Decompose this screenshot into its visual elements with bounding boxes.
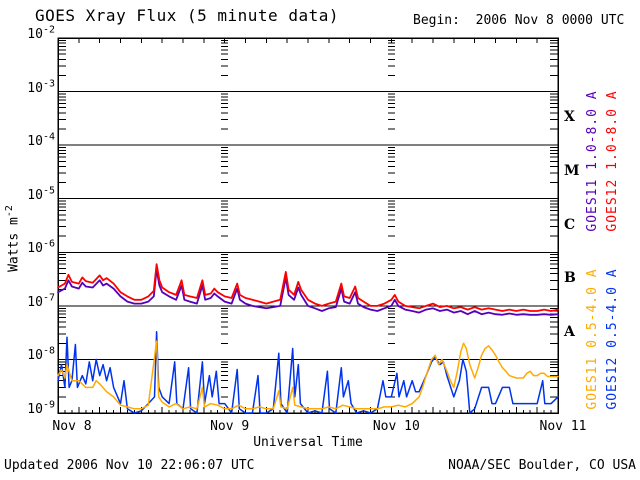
y-tick-label: 10-8 xyxy=(27,346,55,364)
flare-class-label: B xyxy=(564,270,576,287)
legend-entry: GOES12 0.5-4.0 A xyxy=(605,268,620,410)
updated-timestamp: Updated 2006 Nov 10 22:06:07 UTC xyxy=(4,458,255,473)
y-tick-label: 10-5 xyxy=(27,185,55,203)
y-tick-label: 10-4 xyxy=(27,131,55,150)
x-tick-label: Nov 11 xyxy=(539,419,587,434)
credit-label: NOAA/SEC Boulder, CO USA xyxy=(448,458,636,473)
flare-class-label: C xyxy=(564,216,576,233)
y-tick-label: 10-3 xyxy=(27,78,55,96)
y-tick-label: 10-6 xyxy=(27,238,55,257)
y-axis-title-exponent: -2 xyxy=(4,205,16,218)
flare-class-label: X xyxy=(564,109,575,126)
chart-title: GOES Xray Flux (5 minute data) xyxy=(35,6,339,25)
x-tick-label: Nov 10 xyxy=(372,419,420,434)
y-tick-label: 10-7 xyxy=(27,292,55,310)
flare-class-label: M xyxy=(564,162,580,179)
x-tick-label: Nov 8 xyxy=(52,419,92,434)
begin-time-label: Begin: 2006 Nov 8 0000 UTC xyxy=(413,13,625,28)
legend-entry: GOES12 1.0-8.0 A xyxy=(605,90,620,232)
legend-entry: GOES11 1.0-8.0 A xyxy=(585,90,600,232)
legend-entry: GOES11 0.5-4.0 A xyxy=(585,268,600,410)
x-tick-label: Nov 9 xyxy=(210,419,250,434)
y-tick-label: 10-2 xyxy=(27,24,55,42)
y-tick-label: 10-9 xyxy=(27,399,55,417)
x-axis-title: Universal Time xyxy=(253,435,363,450)
flare-class-label: A xyxy=(564,323,575,340)
